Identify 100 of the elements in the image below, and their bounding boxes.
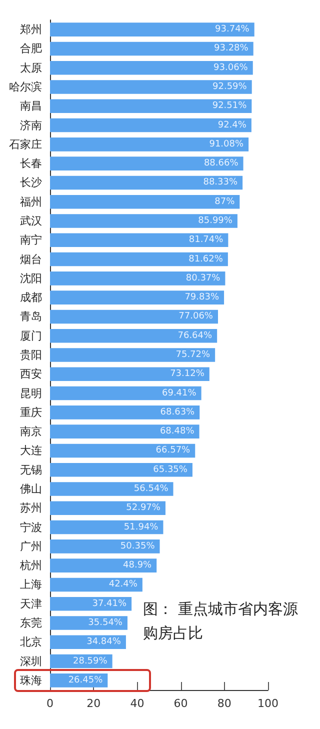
- bar: [50, 214, 238, 228]
- data-label: 92.4%: [218, 120, 247, 130]
- bar: [50, 540, 160, 554]
- y-tick-label: 苏州: [20, 502, 42, 515]
- y-tick-label: 长春: [20, 157, 42, 170]
- y-tick-label: 沈阳: [20, 272, 42, 285]
- bar: [50, 482, 174, 496]
- bar: [50, 462, 192, 477]
- data-label: 88.66%: [204, 158, 239, 169]
- x-tick-label: 20: [86, 697, 101, 710]
- data-label: 75.72%: [176, 350, 211, 360]
- y-tick-label: 南昌: [20, 100, 42, 113]
- data-label: 79.83%: [184, 292, 220, 303]
- x-tick-label: 80: [217, 697, 232, 710]
- y-tick-label: 南宁: [20, 234, 42, 247]
- data-label: 69.41%: [162, 388, 197, 398]
- bar: [50, 558, 157, 572]
- data-label: 73.12%: [170, 369, 205, 380]
- x-tick-label: 0: [46, 697, 54, 710]
- bar: [50, 80, 252, 94]
- data-label: 37.41%: [92, 598, 127, 609]
- y-tick-label: 济南: [20, 118, 42, 132]
- bar: [50, 616, 128, 630]
- data-label: 85.99%: [198, 216, 233, 226]
- bar: [50, 578, 142, 592]
- y-tick-label: 烟台: [20, 252, 42, 266]
- bar: [50, 444, 196, 458]
- y-tick-label: 哈尔滨: [9, 80, 42, 94]
- y-tick-label: 广州: [20, 540, 42, 553]
- y-tick-label: 杭州: [19, 559, 42, 572]
- y-tick-label: 青岛: [20, 310, 42, 324]
- y-tick-label: 东莞: [20, 616, 42, 630]
- data-label: 35.54%: [88, 618, 123, 628]
- data-label: 93.28%: [214, 44, 249, 54]
- bar: [50, 501, 166, 516]
- bar: [50, 22, 254, 36]
- bar: [50, 156, 244, 170]
- bar: [50, 520, 164, 534]
- data-label: 65.35%: [153, 464, 188, 475]
- y-tick-label: 北京: [20, 636, 42, 649]
- x-tick-label: 40: [130, 697, 144, 710]
- y-tick-label: 成都: [20, 291, 42, 304]
- data-label: 76.64%: [178, 330, 213, 341]
- data-label: 81.62%: [188, 254, 224, 264]
- y-tick-label: 无锡: [20, 463, 42, 476]
- y-tick-label: 上海: [20, 578, 42, 592]
- data-label: 52.97%: [126, 503, 161, 514]
- y-tick-label: 长沙: [20, 176, 42, 190]
- bar: [50, 176, 243, 190]
- y-tick-label: 西安: [20, 368, 42, 381]
- y-tick-label: 南京: [20, 425, 42, 438]
- data-label: 92.51%: [212, 101, 248, 112]
- data-label: 68.63%: [160, 407, 196, 418]
- data-label: 26.45%: [68, 675, 104, 686]
- data-label: 28.59%: [73, 656, 108, 666]
- bar: [50, 118, 252, 132]
- data-label: 56.54%: [134, 484, 169, 494]
- bar: [50, 42, 254, 56]
- text: 图： 重点城市省内客源购房占比: [143, 600, 298, 642]
- data-label: 93.06%: [214, 62, 248, 73]
- data-label: 66.57%: [156, 446, 191, 456]
- y-tick-label: 石家庄: [9, 138, 42, 151]
- y-tick-label: 珠海: [20, 674, 42, 687]
- y-tick-label: 武汉: [20, 214, 42, 228]
- data-label: 50.35%: [120, 541, 156, 552]
- y-tick-label: 佛山: [20, 482, 42, 496]
- bar: [50, 310, 218, 324]
- y-tick-label: 天津: [20, 597, 42, 610]
- bar: [50, 386, 202, 400]
- bar: [50, 99, 252, 114]
- bar: [50, 252, 228, 266]
- y-tick-label: 福州: [20, 195, 42, 208]
- bar: [50, 233, 228, 248]
- y-tick-label: 合肥: [20, 42, 42, 56]
- data-label: 88.33%: [203, 178, 238, 188]
- y-tick-label: 昆明: [20, 386, 42, 400]
- data-label: 92.59%: [212, 82, 248, 92]
- bar: [50, 194, 240, 209]
- x-tick-label: 60: [174, 697, 188, 710]
- data-label: 93.74%: [215, 24, 250, 35]
- data-label: 42.4%: [108, 580, 138, 590]
- data-label: 77.06%: [178, 312, 214, 322]
- x-tick-label: 100: [258, 697, 278, 710]
- bar: [50, 138, 249, 152]
- y-tick-label: 太原: [20, 61, 42, 74]
- bar: [50, 60, 253, 75]
- data-label: 81.74%: [188, 235, 224, 246]
- data-label: 34.84%: [86, 637, 122, 648]
- data-label: 68.48%: [160, 426, 195, 437]
- bar: [50, 290, 224, 304]
- bar: [50, 328, 218, 343]
- data-label: 91.08%: [209, 139, 244, 150]
- y-tick-label: 深圳: [20, 654, 42, 668]
- y-tick-label: 贵阳: [20, 348, 42, 362]
- y-tick-label: 厦门: [20, 329, 42, 342]
- bar: [50, 367, 210, 382]
- bar: [50, 424, 200, 438]
- y-tick-label: 郑州: [20, 23, 42, 36]
- y-tick-label: 重庆: [20, 406, 42, 419]
- data-label: 48.9%: [123, 560, 152, 571]
